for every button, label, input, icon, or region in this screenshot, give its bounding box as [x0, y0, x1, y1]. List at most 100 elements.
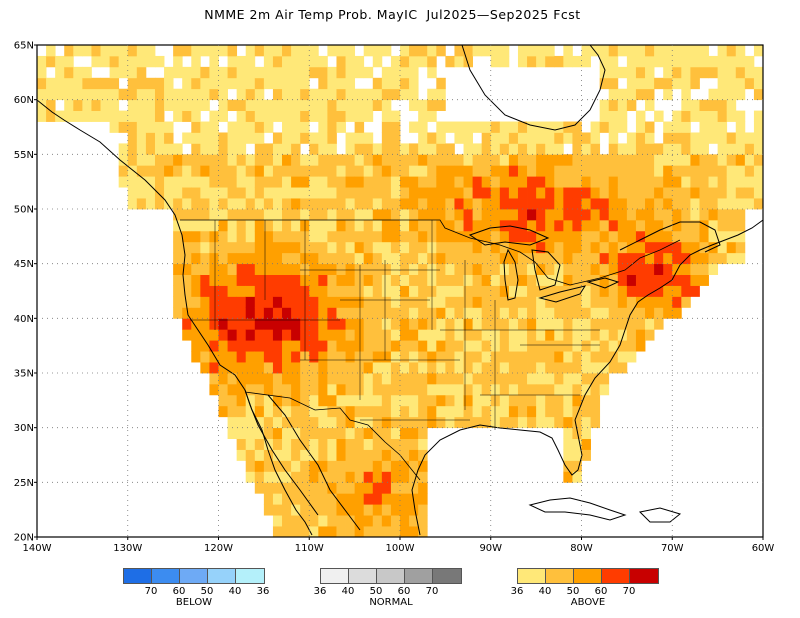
probability-cell — [327, 176, 337, 188]
probability-cell — [164, 198, 174, 210]
probability-cell — [318, 285, 328, 297]
probability-cell — [527, 416, 537, 429]
probability-cell — [145, 198, 156, 210]
probability-cell — [717, 99, 728, 111]
probability-cell — [173, 307, 183, 319]
probability-cell — [282, 394, 292, 407]
probability-cell — [300, 121, 310, 133]
probability-cell — [318, 99, 328, 111]
probability-cell — [418, 471, 428, 483]
probability-cell — [263, 285, 274, 297]
probability-cell — [581, 307, 591, 319]
probability-cell — [291, 99, 301, 111]
probability-cell — [499, 55, 510, 68]
probability-cell — [645, 263, 655, 275]
probability-cell — [354, 110, 365, 122]
probability-cell — [354, 526, 365, 537]
probability-cell — [127, 154, 138, 166]
probability-cell — [445, 373, 455, 385]
probability-cell — [136, 45, 147, 57]
probability-cell — [245, 263, 256, 275]
probability-cell — [717, 165, 728, 177]
probability-cell — [599, 176, 610, 188]
lake-huron — [531, 249, 561, 291]
probability-cell — [572, 405, 582, 418]
probability-cell — [263, 471, 274, 483]
probability-cell — [327, 132, 337, 144]
probability-cell — [599, 252, 610, 265]
probability-cell — [581, 405, 591, 418]
probability-cell — [400, 383, 410, 396]
probability-cell — [536, 198, 546, 210]
lon-label: 130W — [113, 543, 142, 554]
probability-cell — [136, 66, 147, 79]
probability-cell — [626, 165, 637, 177]
probability-cell — [236, 285, 247, 297]
probability-cell — [708, 219, 719, 232]
probability-cell — [481, 176, 492, 188]
us-canada-border — [180, 219, 681, 286]
probability-cell — [73, 88, 83, 101]
probability-cell — [309, 362, 319, 374]
probability-cell — [381, 526, 392, 537]
probability-cell — [263, 165, 274, 177]
probability-cell — [699, 45, 709, 57]
probability-cell — [390, 493, 401, 505]
probability-cell — [409, 307, 419, 319]
probability-cell — [663, 154, 673, 166]
probability-cell — [318, 132, 328, 144]
probability-cell — [390, 230, 401, 243]
probability-cell — [735, 154, 746, 166]
probability-cell — [472, 143, 483, 155]
probability-cell — [236, 176, 247, 188]
probability-cell — [291, 449, 301, 461]
probability-cell — [626, 219, 637, 232]
probability-cell — [245, 219, 256, 232]
probability-cell — [744, 198, 755, 210]
probability-cell — [563, 449, 573, 461]
probability-cell — [300, 405, 310, 418]
probability-cell — [690, 66, 700, 79]
probability-cell — [427, 176, 437, 188]
probability-cell — [472, 198, 483, 210]
probability-cell — [309, 383, 319, 396]
probability-cell — [490, 274, 501, 286]
probability-cell — [327, 504, 337, 516]
probability-cell — [554, 154, 564, 166]
probability-cell — [400, 449, 410, 461]
probability-cell — [191, 88, 201, 101]
probability-cell — [690, 230, 700, 243]
probability-cell — [300, 427, 310, 439]
legend-below-swatches — [123, 568, 265, 584]
probability-cell — [64, 66, 74, 79]
probability-cell — [64, 45, 74, 57]
probability-cell — [318, 504, 328, 516]
probability-cell — [572, 416, 582, 429]
probability-cell — [218, 285, 228, 297]
probability-cell — [599, 121, 610, 133]
probability-cell — [645, 252, 655, 265]
probability-cell — [254, 307, 265, 319]
probability-cell — [127, 55, 138, 68]
probability-cell — [381, 88, 392, 101]
probability-cell — [617, 187, 628, 199]
probability-cell — [481, 351, 492, 363]
probability-cell — [200, 121, 210, 133]
probability-cell — [508, 230, 519, 243]
probability-cell — [245, 383, 256, 396]
probability-cell — [481, 132, 492, 144]
probability-cell — [363, 241, 374, 254]
probability-cell — [136, 198, 147, 210]
probability-cell — [381, 493, 392, 505]
probability-cell — [272, 362, 283, 374]
probability-cell — [545, 296, 555, 308]
probability-cell — [545, 55, 555, 68]
probability-cell — [672, 198, 682, 210]
probability-cell — [291, 515, 301, 527]
probability-cell — [263, 340, 274, 352]
probability-cell — [372, 274, 383, 286]
probability-cell — [263, 252, 274, 265]
probability-cell — [372, 176, 383, 188]
probability-cell — [309, 471, 319, 483]
probability-cell — [318, 471, 328, 483]
